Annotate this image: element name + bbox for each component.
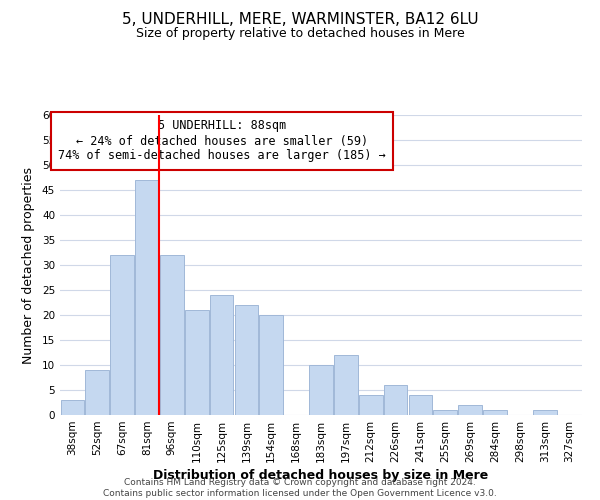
Bar bbox=[235, 305, 258, 415]
Bar bbox=[135, 180, 159, 415]
Bar bbox=[483, 410, 507, 415]
Bar bbox=[458, 405, 482, 415]
Bar bbox=[85, 370, 109, 415]
Bar bbox=[409, 395, 432, 415]
Bar bbox=[61, 400, 84, 415]
Bar bbox=[433, 410, 457, 415]
X-axis label: Distribution of detached houses by size in Mere: Distribution of detached houses by size … bbox=[154, 469, 488, 482]
Bar bbox=[384, 385, 407, 415]
Text: Contains HM Land Registry data © Crown copyright and database right 2024.
Contai: Contains HM Land Registry data © Crown c… bbox=[103, 478, 497, 498]
Bar bbox=[533, 410, 557, 415]
Text: 5 UNDERHILL: 88sqm
← 24% of detached houses are smaller (59)
74% of semi-detache: 5 UNDERHILL: 88sqm ← 24% of detached hou… bbox=[58, 120, 386, 162]
Bar bbox=[359, 395, 383, 415]
Text: 5, UNDERHILL, MERE, WARMINSTER, BA12 6LU: 5, UNDERHILL, MERE, WARMINSTER, BA12 6LU bbox=[122, 12, 478, 28]
Bar bbox=[259, 315, 283, 415]
Text: Size of property relative to detached houses in Mere: Size of property relative to detached ho… bbox=[136, 28, 464, 40]
Y-axis label: Number of detached properties: Number of detached properties bbox=[22, 166, 35, 364]
Bar bbox=[110, 255, 134, 415]
Bar bbox=[160, 255, 184, 415]
Bar bbox=[210, 295, 233, 415]
Bar bbox=[309, 365, 333, 415]
Bar bbox=[185, 310, 209, 415]
Bar bbox=[334, 355, 358, 415]
